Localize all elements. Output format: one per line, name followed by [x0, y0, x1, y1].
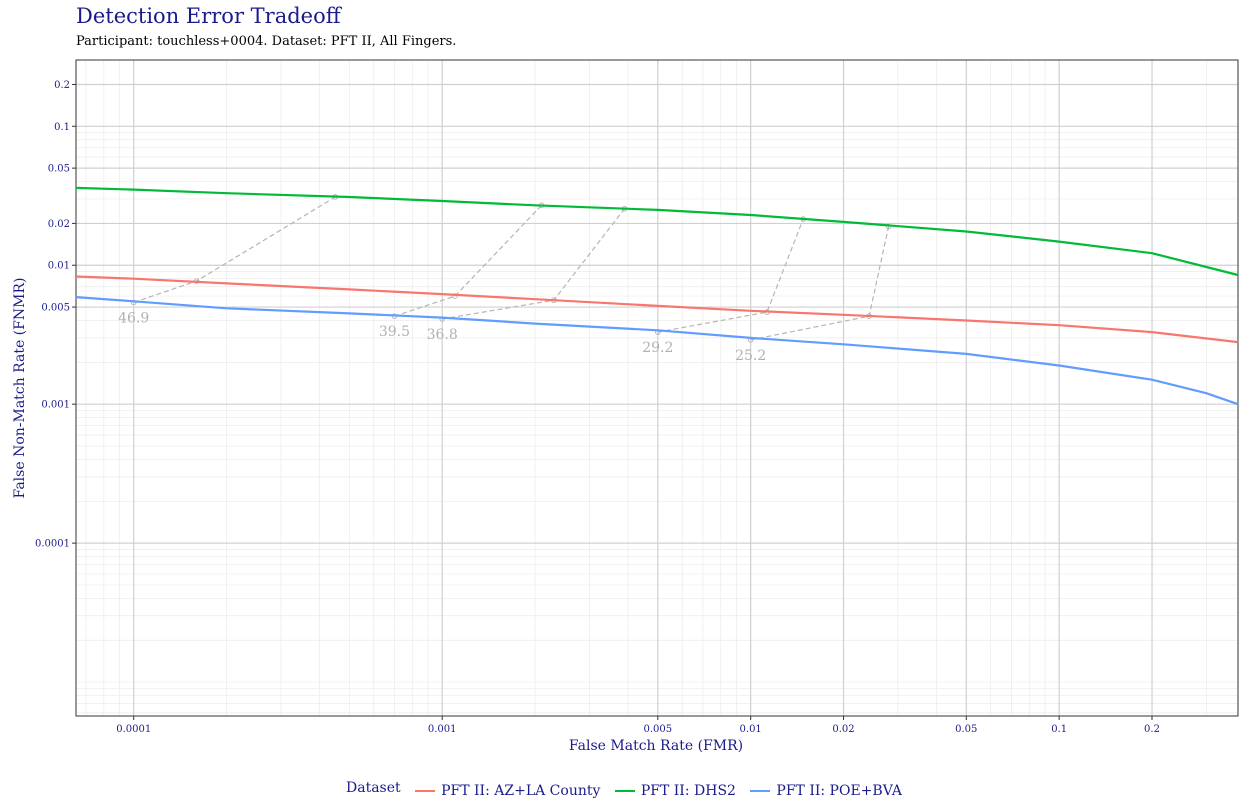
y-tick-label: 0.02 — [48, 219, 70, 230]
x-tick-label: 0.05 — [955, 724, 977, 735]
threshold-labels: 46.9 39.5 36.8 29.2 25.2 — [118, 310, 766, 364]
plot-panel-border — [75, 59, 1239, 717]
legend-swatch — [614, 790, 635, 792]
threshold-label: 25.2 — [735, 348, 766, 364]
major-grid — [76, 60, 1238, 716]
series-lines — [75, 186, 1239, 406]
legend-swatch — [415, 790, 436, 792]
series-line — [75, 275, 1239, 344]
chart-subtitle: Participant: touchless+0004. Dataset: PF… — [76, 34, 457, 49]
y-tick-label: 0.01 — [48, 261, 70, 272]
x-tick-label: 0.02 — [832, 724, 854, 735]
x-tick-label: 0.1 — [1051, 724, 1067, 735]
threshold-label: 39.5 — [379, 324, 410, 340]
threshold-link — [394, 204, 543, 317]
legend-title: Dataset — [346, 780, 401, 796]
threshold-label: 29.2 — [642, 340, 673, 356]
legend-label: PFT II: AZ+LA County — [441, 783, 601, 799]
x-tick-label: 0.001 — [428, 724, 457, 735]
y-tick-label: 0.005 — [41, 303, 70, 314]
y-tick-label: 0.0001 — [35, 539, 70, 550]
minor-grid — [76, 60, 1238, 716]
x-tick-label: 0.005 — [643, 724, 672, 735]
series-line — [75, 186, 1239, 277]
series-line — [75, 296, 1239, 406]
det-chart: 46.939.5 36.829.2 25.2 0.0001 0.001 0.005 0.0… — [12, 59, 1239, 754]
legend-item: PFT II: AZ+LA County — [415, 783, 600, 799]
legend-label: PFT II: POE+BVA — [776, 783, 902, 799]
x-tick-label: 0.01 — [740, 724, 762, 735]
x-axis-ticks: 0.0001 0.001 0.005 0.01 0.02 0.05 0.1 0.2 — [116, 716, 1160, 735]
legend-swatch — [750, 790, 771, 792]
y-axis-label: False Non-Match Rate (FNMR) — [12, 278, 28, 499]
y-tick-label: 0.001 — [41, 400, 70, 411]
threshold-label: 36.8 — [427, 327, 458, 343]
legend-item: PFT II: DHS2 — [614, 783, 736, 799]
legend: Dataset PFT II: AZ+LA County PFT II: DHS… — [0, 780, 1248, 799]
y-tick-label: 0.2 — [54, 80, 70, 91]
x-tick-label: 0.2 — [1144, 724, 1160, 735]
threshold-link — [657, 218, 804, 333]
x-axis-label: False Match Rate (FMR) — [569, 738, 743, 754]
y-axis-ticks: 0.2 0.1 0.05 0.02 0.01 0.005 0.001 0.0001 — [35, 80, 76, 550]
chart-title: Detection Error Tradeoff — [76, 4, 341, 28]
legend-label: PFT II: DHS2 — [640, 783, 736, 799]
threshold-label: 46.9 — [118, 310, 149, 326]
y-tick-label: 0.1 — [54, 122, 70, 133]
y-tick-label: 0.05 — [48, 164, 70, 175]
legend-item: PFT II: POE+BVA — [750, 783, 902, 799]
threshold-link — [750, 226, 890, 341]
x-tick-label: 0.0001 — [116, 724, 151, 735]
